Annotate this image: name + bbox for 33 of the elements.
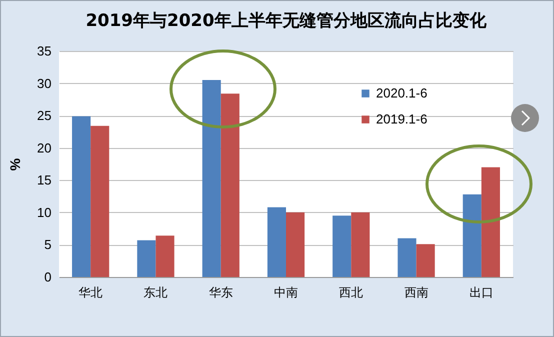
bar	[72, 116, 91, 277]
bar	[156, 236, 174, 277]
bar	[90, 126, 110, 277]
x-tick-label: 西南	[404, 286, 428, 300]
bar	[416, 244, 435, 277]
bar	[137, 240, 156, 277]
y-tick-label: 5	[44, 237, 52, 252]
x-tick-label: 东北	[144, 286, 168, 300]
y-tick-label: 20	[37, 140, 52, 156]
bar	[332, 216, 352, 277]
y-tick-label: 10	[37, 204, 52, 220]
legend-label: 2019.1-6	[376, 112, 428, 126]
x-tick-label: 出口	[469, 286, 494, 300]
x-tick-label: 中南	[274, 286, 298, 300]
bar	[398, 238, 416, 277]
x-tick-label: 华东	[208, 286, 233, 300]
bar	[220, 94, 240, 277]
bar	[202, 80, 221, 277]
y-axis-title: %	[7, 158, 24, 171]
bar	[481, 167, 500, 277]
bar	[462, 194, 482, 277]
y-tick-label: 30	[37, 76, 52, 91]
y-tick-label: 0	[44, 270, 52, 284]
bar	[286, 212, 305, 277]
bar	[351, 212, 370, 277]
bar	[267, 207, 286, 277]
x-tick-label: 华北	[78, 286, 103, 300]
y-tick-label: 15	[37, 172, 52, 188]
chart-title: 2019年与2020年上半年无缝管分地区流向占比变化	[86, 11, 488, 31]
x-tick-label: 西北	[339, 286, 364, 300]
y-tick-label: 35	[37, 44, 52, 58]
legend-label: 2020.1-6	[376, 86, 428, 100]
y-tick-label: 25	[37, 108, 52, 124]
